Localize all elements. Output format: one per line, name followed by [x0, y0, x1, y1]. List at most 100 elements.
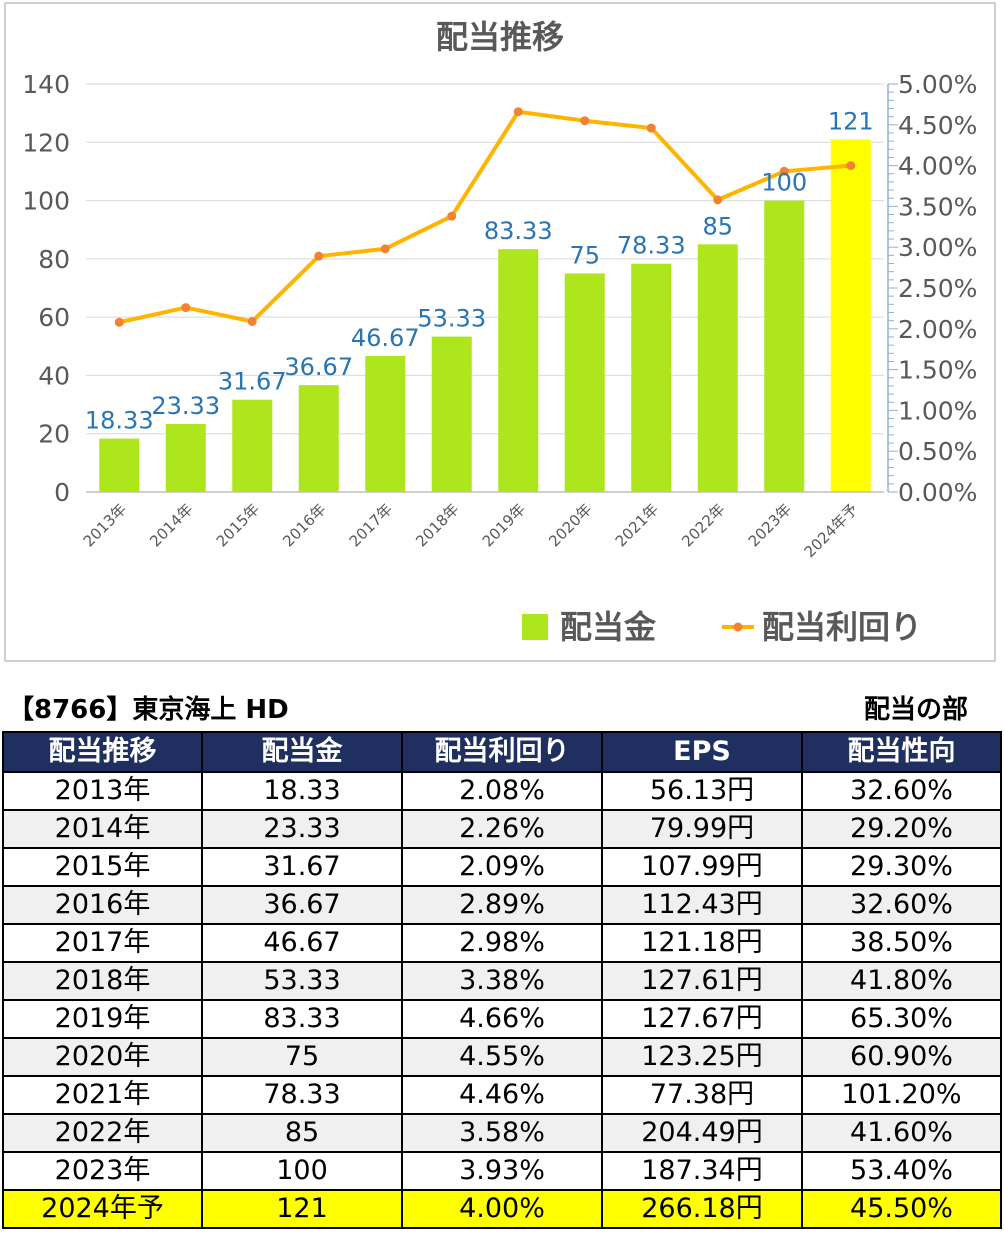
yield-point — [580, 116, 590, 126]
bar-data-label: 83.33 — [484, 217, 553, 245]
table-row: 2015年 31.67 2.09% 107.99円 29.30% — [2, 847, 1002, 887]
y-left-tick-label: 40 — [38, 361, 70, 390]
y-right-tick-label: 5.00% — [898, 70, 977, 99]
header-payout-ratio: 配当性向 — [801, 731, 1002, 773]
cell-yield: 4.66% — [401, 999, 603, 1039]
table-row: 2017年 46.67 2.98% 121.18円 38.50% — [2, 923, 1002, 963]
y-left-tick-label: 0 — [54, 478, 70, 507]
table-row: 2018年 53.33 3.38% 127.61円 41.80% — [2, 961, 1002, 1001]
bar — [298, 385, 339, 492]
yield-point — [713, 195, 723, 205]
cell-year: 2014年 — [2, 809, 203, 849]
cell-dividend: 85 — [201, 1113, 403, 1153]
company-title: 【8766】東京海上 HD — [8, 695, 289, 725]
cell-payout-ratio: 38.50% — [801, 923, 1002, 963]
cell-year: 2016年 — [2, 885, 203, 925]
table-row: 2020年 75 4.55% 123.25円 60.90% — [2, 1037, 1002, 1077]
bar — [431, 336, 472, 492]
bar-data-label: 23.33 — [151, 392, 220, 420]
cell-year: 2019年 — [2, 999, 203, 1039]
cell-dividend: 75 — [201, 1037, 403, 1077]
cell-eps: 107.99円 — [601, 847, 803, 887]
chart-title: 配当推移 — [436, 18, 564, 56]
cell-payout-ratio: 41.60% — [801, 1113, 1002, 1153]
header-eps: EPS — [601, 731, 803, 773]
x-tick-label: 2015年 — [213, 500, 263, 550]
yield-line — [118, 109, 851, 325]
bar — [564, 273, 605, 492]
cell-dividend: 18.33 — [201, 771, 403, 811]
table-header-row: 配当推移 配当金 配当利回り EPS 配当性向 — [2, 731, 1002, 773]
cell-eps: 56.13円 — [601, 771, 803, 811]
y-left-tick-label: 60 — [38, 303, 70, 332]
yield-point — [114, 317, 124, 327]
cell-yield: 4.55% — [401, 1037, 603, 1077]
x-tick-label: 2020年 — [545, 500, 595, 550]
x-tick-label: 2022年 — [678, 500, 728, 550]
chart-canvas: 配当推移 0 20 40 60 80 100 120 140 0.00% 0.50% 1.00% 1.5… — [22, 18, 977, 646]
cell-eps: 77.38円 — [601, 1075, 803, 1115]
cell-payout-ratio: 45.50% — [801, 1189, 1002, 1229]
cell-dividend: 83.33 — [201, 999, 403, 1039]
cell-year: 2020年 — [2, 1037, 203, 1077]
header-year: 配当推移 — [2, 731, 203, 773]
cell-eps: 121.18円 — [601, 923, 803, 963]
legend-line-label: 配当利回り — [762, 608, 922, 646]
table-row: 2014年 23.33 2.26% 79.99円 29.20% — [2, 809, 1002, 849]
bar-data-label: 121 — [828, 107, 874, 135]
cell-payout-ratio: 32.60% — [801, 771, 1002, 811]
y-right-tick-label: 0.00% — [898, 478, 977, 507]
cell-dividend: 23.33 — [201, 809, 403, 849]
bar — [764, 200, 805, 493]
cell-yield: 3.58% — [401, 1113, 603, 1153]
cell-year: 2017年 — [2, 923, 203, 963]
yield-point — [314, 251, 324, 261]
cell-yield: 4.00% — [401, 1189, 603, 1229]
cell-dividend: 36.67 — [201, 885, 403, 925]
x-tick-label: 2013年 — [80, 500, 130, 550]
bar — [631, 263, 672, 492]
table-caption: 【8766】東京海上 HD 配当の部 — [8, 692, 968, 728]
section-label: 配当の部 — [863, 695, 968, 725]
header-yield: 配当利回り — [401, 731, 603, 773]
legend-bar-swatch — [522, 614, 548, 640]
cell-dividend: 121 — [201, 1189, 403, 1229]
yield-point — [846, 161, 856, 171]
cell-payout-ratio: 29.20% — [801, 809, 1002, 849]
x-tick-label: 2017年 — [346, 500, 396, 550]
cell-year: 2023年 — [2, 1151, 203, 1191]
bar-data-label: 100 — [761, 169, 807, 197]
y-left-tick-label: 20 — [38, 420, 70, 449]
bar — [498, 249, 539, 492]
cell-dividend: 53.33 — [201, 961, 403, 1001]
cell-dividend: 46.67 — [201, 923, 403, 963]
cell-payout-ratio: 32.60% — [801, 885, 1002, 925]
bar-data-label: 85 — [702, 212, 733, 240]
y-right-tick-label: 4.00% — [898, 152, 977, 181]
table-row: 2023年 100 3.93% 187.34円 53.40% — [2, 1151, 1002, 1191]
bar — [232, 399, 273, 492]
bar — [697, 244, 738, 492]
x-tick-label: 2016年 — [279, 500, 329, 550]
y-right-tick-label: 2.00% — [898, 315, 977, 344]
cell-eps: 112.43円 — [601, 885, 803, 925]
y-left-tick-label: 140 — [22, 70, 70, 99]
cell-eps: 266.18円 — [601, 1189, 803, 1229]
cell-year: 2018年 — [2, 961, 203, 1001]
yield-point — [646, 123, 656, 133]
cell-yield: 2.98% — [401, 923, 603, 963]
cell-eps: 127.61円 — [601, 961, 803, 1001]
table-row: 2019年 83.33 4.66% 127.67円 65.30% — [2, 999, 1002, 1039]
x-tick-label: 2021年 — [612, 500, 662, 550]
bar-data-label: 18.33 — [85, 407, 154, 435]
header-dividend: 配当金 — [201, 731, 403, 773]
table-body: 2013年 18.33 2.08% 56.13円 32.60% 2014年 23.33 2.2… — [2, 771, 1002, 1229]
table-row: 2022年 85 3.58% 204.49円 41.60% — [2, 1113, 1002, 1153]
cell-payout-ratio: 41.80% — [801, 961, 1002, 1001]
y-left-tick-label: 100 — [22, 187, 70, 216]
dividend-table: 配当推移 配当金 配当利回り EPS 配当性向 2013年 18.33 2.08% 5… — [2, 731, 1002, 1229]
y-left-tick-label: 80 — [38, 245, 70, 274]
dividend-chart: 配当推移 0 20 40 60 80 100 120 140 0.00% 0.50% 1.00% 1.5… — [4, 2, 996, 662]
x-tick-label: 2018年 — [412, 500, 462, 550]
cell-payout-ratio: 29.30% — [801, 847, 1002, 887]
